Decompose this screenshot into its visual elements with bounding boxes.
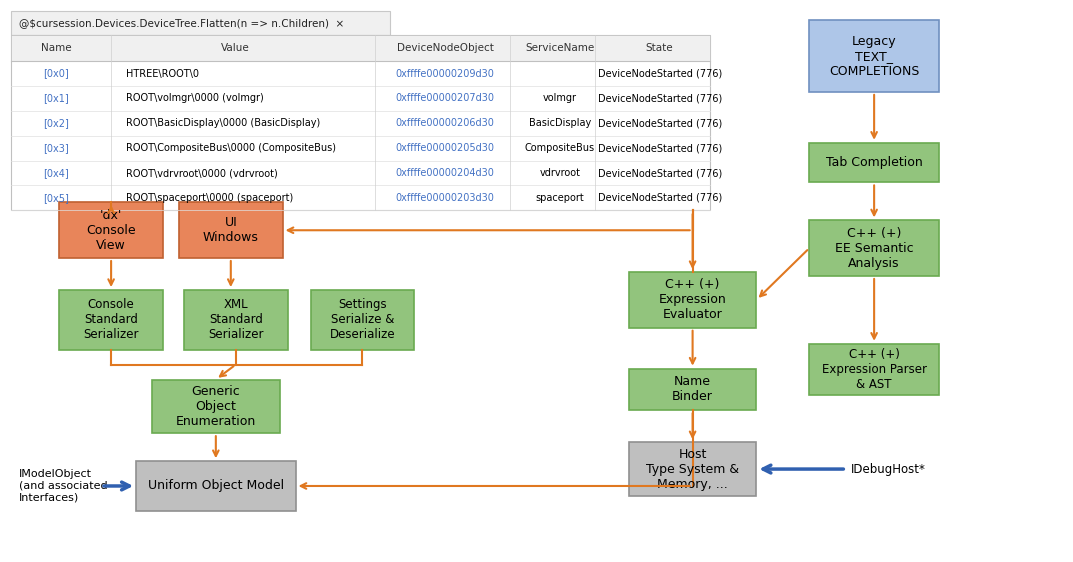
Text: 0xffffe00000203d30: 0xffffe00000203d30 [396, 193, 495, 203]
Text: [0x3]: [0x3] [43, 143, 69, 153]
Text: State: State [646, 43, 674, 53]
Bar [809, 344, 939, 396]
Text: DeviceNodeStarted (776): DeviceNodeStarted (776) [598, 193, 722, 203]
Bar [12, 35, 709, 210]
Text: [0x4]: [0x4] [43, 168, 69, 178]
Text: DeviceNodeStarted (776): DeviceNodeStarted (776) [598, 93, 722, 103]
Bar [629, 442, 756, 496]
Text: 0xffffe00000204d30: 0xffffe00000204d30 [396, 168, 495, 178]
Text: C++ (+)
Expression Parser
& AST: C++ (+) Expression Parser & AST [822, 348, 927, 391]
Text: 'dx'
Console
View: 'dx' Console View [86, 209, 136, 252]
Text: CompositeBus: CompositeBus [525, 143, 596, 153]
Text: XML
Standard
Serializer: XML Standard Serializer [208, 298, 264, 341]
Text: DeviceNodeStarted (776): DeviceNodeStarted (776) [598, 69, 722, 79]
Text: ROOT\vdrvroot\0000 (vdrvroot): ROOT\vdrvroot\0000 (vdrvroot) [126, 168, 278, 178]
Text: ROOT\spaceport\0000 (spaceport): ROOT\spaceport\0000 (spaceport) [126, 193, 293, 203]
Bar [12, 11, 391, 35]
Text: DeviceNodeObject: DeviceNodeObject [397, 43, 494, 53]
Bar [629, 272, 756, 328]
Text: HTREE\ROOT\0: HTREE\ROOT\0 [126, 69, 200, 79]
Text: DeviceNodeStarted (776): DeviceNodeStarted (776) [598, 168, 722, 178]
Bar [809, 20, 939, 92]
Text: Legacy
TEXT_
COMPLETIONS: Legacy TEXT_ COMPLETIONS [829, 35, 920, 78]
Text: IDebugHost*: IDebugHost* [851, 463, 926, 475]
Text: Host
Type System &
Memory, ...: Host Type System & Memory, ... [646, 447, 739, 491]
Text: ROOT\volmgr\0000 (volmgr): ROOT\volmgr\0000 (volmgr) [126, 93, 264, 103]
Text: Generic
Object
Enumeration: Generic Object Enumeration [176, 385, 256, 428]
Text: Name: Name [41, 43, 72, 53]
Text: ServiceName: ServiceName [526, 43, 594, 53]
Bar [310, 290, 414, 350]
Bar [12, 35, 709, 61]
Text: volmgr: volmgr [543, 93, 577, 103]
Bar [59, 202, 163, 258]
Text: 0xffffe00000206d30: 0xffffe00000206d30 [396, 118, 495, 128]
Bar [183, 290, 288, 350]
Text: DeviceNodeStarted (776): DeviceNodeStarted (776) [598, 118, 722, 128]
Text: IModelObject
(and associated
Interfaces): IModelObject (and associated Interfaces) [19, 469, 108, 502]
Text: UI
Windows: UI Windows [203, 216, 259, 244]
Bar [809, 143, 939, 183]
Text: [0x5]: [0x5] [43, 193, 69, 203]
Text: vdrvroot: vdrvroot [540, 168, 580, 178]
Bar [179, 202, 282, 258]
Text: C++ (+)
Expression
Evaluator: C++ (+) Expression Evaluator [659, 278, 726, 321]
Text: ROOT\BasicDisplay\0000 (BasicDisplay): ROOT\BasicDisplay\0000 (BasicDisplay) [126, 118, 321, 128]
Text: @$cursession.Devices.DeviceTree.Flatten(n => n.Children)  ×: @$cursession.Devices.DeviceTree.Flatten(… [19, 19, 344, 28]
Text: [0x0]: [0x0] [43, 69, 69, 79]
Text: 0xffffe00000207d30: 0xffffe00000207d30 [396, 93, 495, 103]
Text: C++ (+)
EE Semantic
Analysis: C++ (+) EE Semantic Analysis [835, 226, 913, 270]
Text: Value: Value [221, 43, 250, 53]
Bar [136, 461, 296, 511]
Text: 0xffffe00000205d30: 0xffffe00000205d30 [396, 143, 495, 153]
Text: Console
Standard
Serializer: Console Standard Serializer [84, 298, 138, 341]
Text: spaceport: spaceport [535, 193, 585, 203]
Text: [0x1]: [0x1] [43, 93, 69, 103]
Text: BasicDisplay: BasicDisplay [529, 118, 591, 128]
Text: Tab Completion: Tab Completion [826, 156, 923, 169]
Text: Settings
Serialize &
Deserialize: Settings Serialize & Deserialize [329, 298, 395, 341]
Text: [0x2]: [0x2] [43, 118, 69, 128]
Text: 0xffffe00000209d30: 0xffffe00000209d30 [396, 69, 495, 79]
Bar [152, 379, 280, 433]
Text: Name
Binder: Name Binder [672, 375, 714, 404]
Text: DeviceNodeStarted (776): DeviceNodeStarted (776) [598, 143, 722, 153]
Text: Uniform Object Model: Uniform Object Model [148, 479, 284, 492]
Bar [59, 290, 163, 350]
Text: ROOT\CompositeBus\0000 (CompositeBus): ROOT\CompositeBus\0000 (CompositeBus) [126, 143, 336, 153]
Bar [629, 369, 756, 410]
Bar [809, 220, 939, 276]
